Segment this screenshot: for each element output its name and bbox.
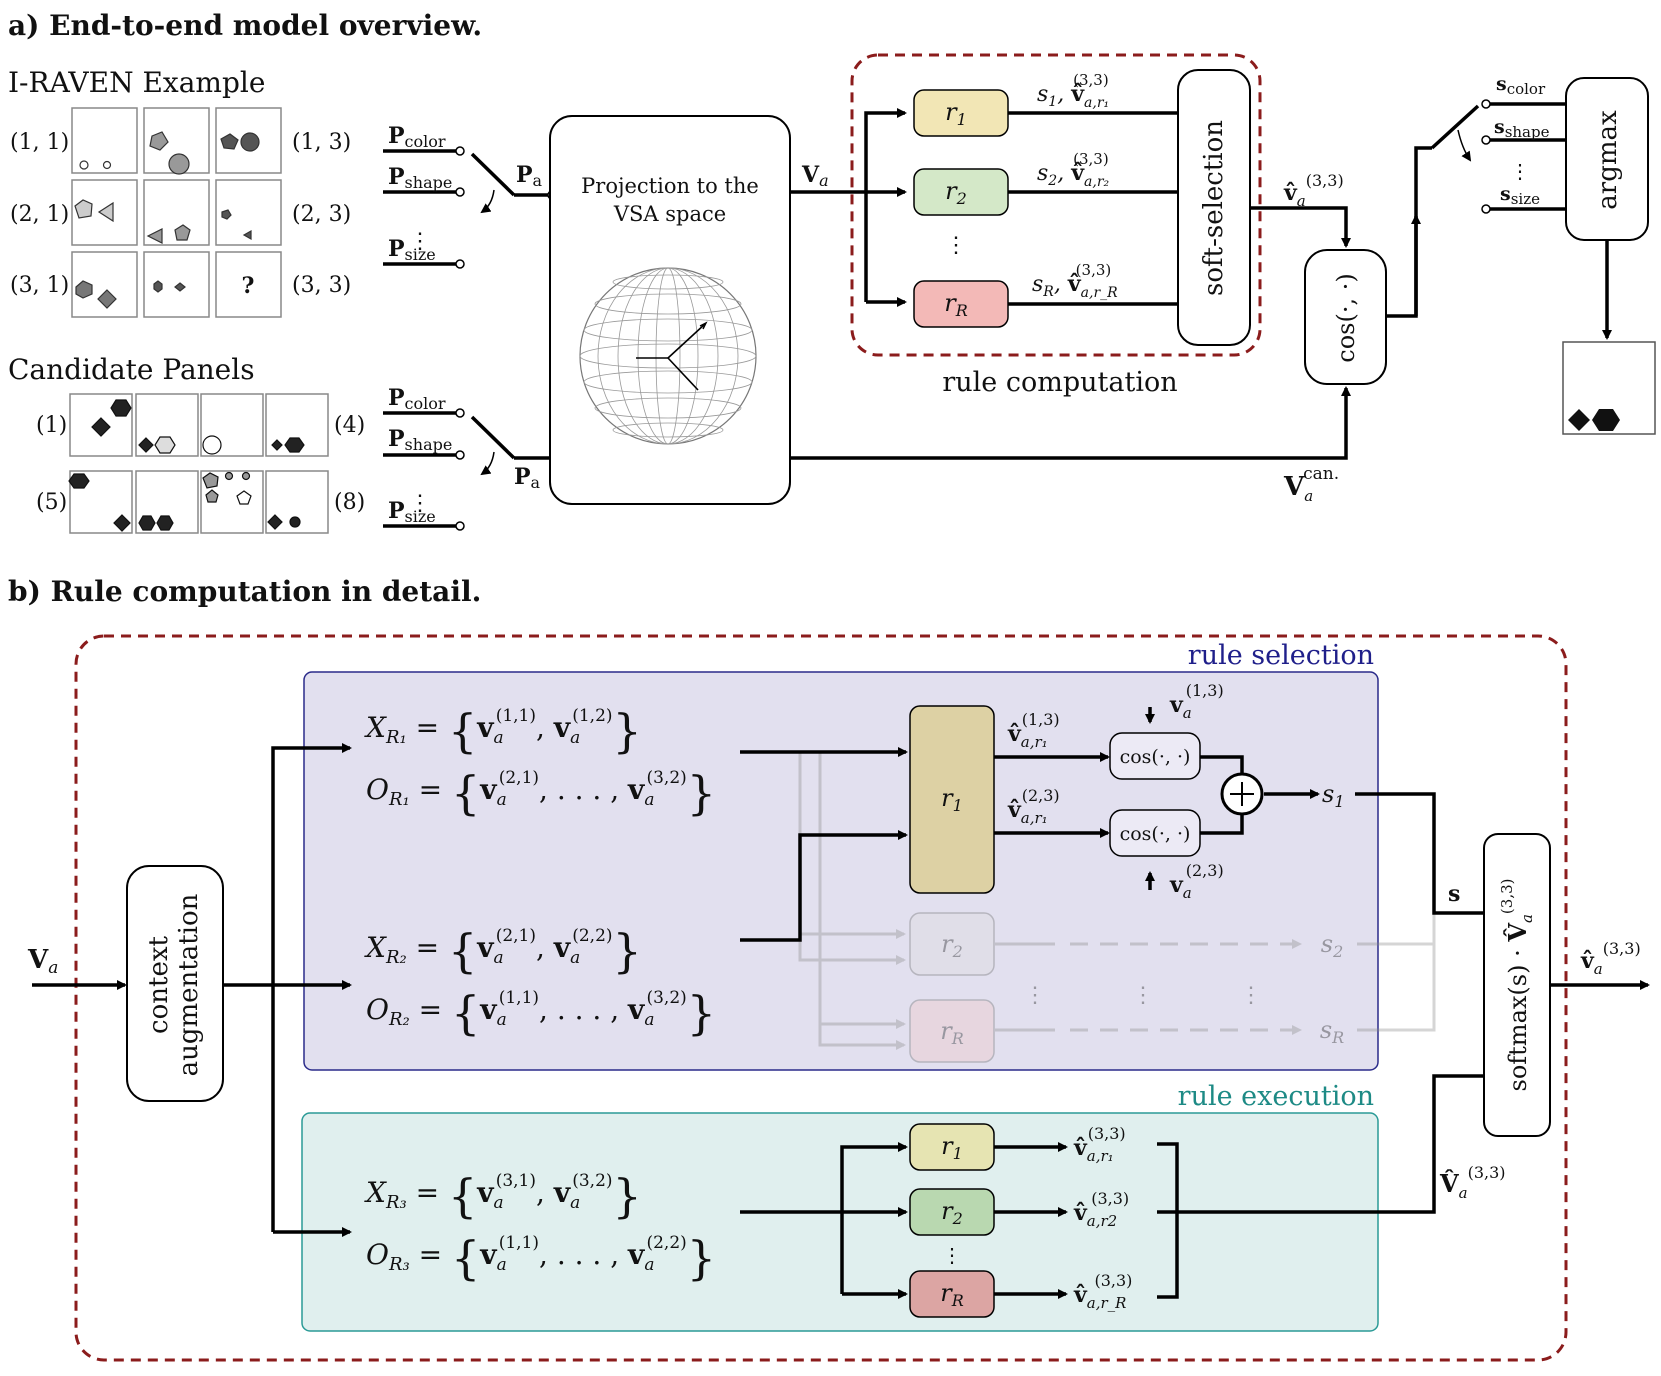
iraven-example-label: I-RAVEN Example	[8, 66, 265, 99]
svg-text:sR, v̂a,r_R(3,3): sR, v̂a,r_R(3,3)	[1032, 261, 1118, 301]
rule-output-labels: s1, v̂a,r₁(3,3) s2, v̂a,r₂(3,3) sR, v̂a,…	[1032, 71, 1118, 301]
cos-label-top: cos(·, ·)	[1332, 273, 1360, 362]
v-a-label: Va	[801, 162, 829, 190]
svg-text:Pa: Pa	[516, 162, 543, 190]
switch-bottom-arrow	[482, 452, 494, 474]
svg-text:s1, v̂a,r₁(3,3): s1, v̂a,r₁(3,3)	[1037, 71, 1109, 111]
execution-dots: ⋮	[942, 1243, 962, 1267]
candidates-to-cos-arrow	[790, 388, 1346, 458]
context-augmentation-line1: context	[144, 935, 174, 1033]
svg-text:s2, v̂a,r₂(3,3): s2, v̂a,r₂(3,3)	[1037, 150, 1110, 190]
input-v-a-label: Va	[27, 945, 58, 978]
svg-text:Pshape: Pshape	[388, 164, 452, 192]
candidate-label-1: (1)	[36, 413, 67, 438]
context-augmentation-line2: augmentation	[174, 893, 204, 1076]
selection-cos-label-2: cos(·, ·)	[1120, 823, 1191, 845]
svg-text:⋮: ⋮	[1240, 983, 1262, 1008]
cos-to-switch-line	[1386, 148, 1432, 316]
candidate-panels-label: Candidate Panels	[8, 353, 255, 386]
va-to-rules-connectors	[790, 113, 905, 302]
grid-label-1-1: (1, 1)	[10, 130, 69, 155]
svg-text:Pa: Pa	[514, 464, 541, 492]
svg-text:Pcolor: Pcolor	[388, 385, 446, 413]
s-vector-label: s	[1448, 881, 1460, 907]
candidate-shapes	[69, 400, 304, 531]
section-b-title: b) Rule computation in detail.	[8, 575, 481, 608]
selection-to-cos-arrow	[1250, 208, 1346, 246]
argmax-label: argmax	[1593, 110, 1623, 210]
rules-dots: ⋮	[945, 233, 967, 258]
svg-text:Pshape: Pshape	[388, 426, 452, 454]
svg-text:ssize: ssize	[1500, 183, 1540, 208]
v-can-label: Vacan.	[1283, 464, 1339, 505]
argmax-terminals	[1482, 100, 1490, 213]
soft-selection-label: soft-selection	[1199, 120, 1229, 296]
candidate-panels	[70, 394, 328, 533]
output-switch-arrow	[1458, 130, 1470, 160]
question-mark: ?	[242, 273, 255, 299]
svg-text:sshape: sshape	[1494, 116, 1550, 141]
rule-computation-label: rule computation	[942, 367, 1177, 398]
candidate-label-4: (4)	[334, 413, 365, 438]
grid-shapes	[75, 132, 259, 308]
grid-label-1-3: (1, 3)	[292, 130, 351, 155]
switch-top-arrow	[482, 190, 494, 212]
output-switch-lever	[1432, 106, 1478, 148]
svg-text:Pcolor: Pcolor	[388, 123, 446, 151]
final-output-label: v̂a(3,3)	[1580, 939, 1641, 978]
grid-label-2-3: (2, 3)	[292, 202, 351, 227]
svg-text:⋮: ⋮	[1024, 983, 1046, 1008]
rule-execution-label: rule execution	[1178, 1081, 1374, 1112]
switch-bottom-terminals	[456, 409, 464, 530]
svg-text:⋮: ⋮	[1132, 983, 1154, 1008]
grid-label-3-1: (3, 1)	[10, 273, 69, 298]
selection-cos-label-1: cos(·, ·)	[1120, 746, 1191, 768]
rule-selection-label: rule selection	[1188, 640, 1374, 671]
svg-text:⋮: ⋮	[1510, 159, 1530, 183]
svg-text:scolor: scolor	[1496, 73, 1546, 98]
projection-label-line2: VSA space	[613, 202, 726, 226]
candidate-label-5: (5)	[36, 490, 67, 515]
candidate-label-8: (8)	[334, 490, 365, 515]
section-a-title: a) End-to-end model overview.	[8, 9, 482, 42]
svg-text:V̂a(3,3): V̂a(3,3)	[1439, 1163, 1506, 1202]
grid-label-3-3: (3, 3)	[292, 273, 351, 298]
v-hat-33-label: v̂a(3,3)	[1283, 171, 1344, 210]
switch-top-terminals	[456, 147, 556, 268]
projection-label-line1: Projection to the	[581, 174, 759, 198]
grid-label-2-1: (2, 1)	[10, 202, 69, 227]
